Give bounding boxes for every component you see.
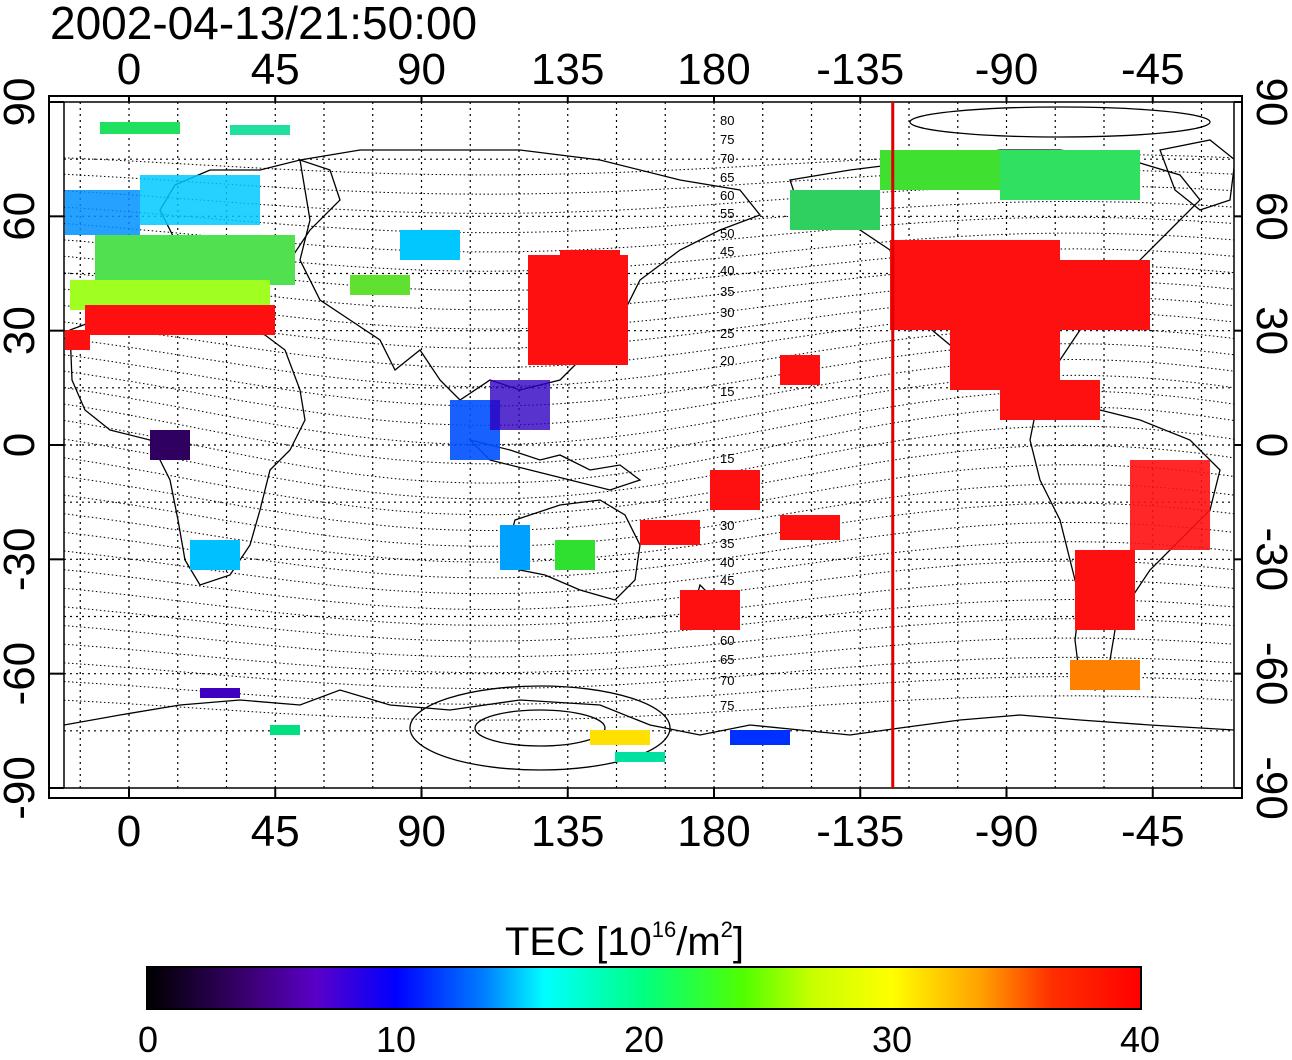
axis-tick-labels: 0 0 45 45 90 90 135 135 180 180 -135 -135 -90 -90 -45 -…	[0, 45, 1292, 856]
mlat-label: 25	[720, 326, 734, 341]
lat-label-left: 90	[0, 78, 44, 127]
mlat-label: 20	[720, 353, 734, 368]
lat-label-left: 30	[0, 306, 44, 355]
lon-label-top: 0	[117, 45, 141, 94]
timestamp-title: 2002-04-13/21:50:00	[50, 0, 478, 49]
lon-label-top: 90	[397, 45, 446, 94]
mlat-label: 30	[720, 518, 734, 533]
mlat-contour	[64, 153, 1234, 176]
lat-label-right: 0	[1247, 433, 1292, 457]
mlat-label: 45	[720, 573, 734, 588]
mlat-label: 45	[720, 244, 734, 259]
mlat-label: 50	[720, 226, 734, 241]
south-pole-contour	[474, 709, 606, 747]
colorbar-title: TEC [1016/m2]	[505, 917, 745, 964]
mlat-contour	[64, 637, 1234, 674]
lat-label-right: -60	[1247, 642, 1292, 706]
lon-label-top: -90	[975, 45, 1039, 94]
lon-label-top: -45	[1121, 45, 1185, 94]
mlat-contour	[64, 695, 1234, 721]
lon-label-top: 135	[531, 45, 604, 94]
tec-data-pixels	[65, 122, 1210, 762]
mlat-contour	[64, 541, 1234, 595]
mlat-label: 15	[720, 384, 734, 399]
mlat-contour	[64, 656, 1234, 689]
lat-label-left: -60	[0, 642, 44, 706]
lat-label-right: -30	[1247, 528, 1292, 592]
mlat-contour	[64, 425, 1234, 500]
colorbar-tick-label: 0	[137, 1019, 159, 1060]
mlat-contour	[64, 216, 1234, 253]
lon-label-bottom: 0	[117, 807, 141, 856]
mlat-label: 30	[720, 305, 734, 320]
lat-label-left: 60	[0, 192, 44, 241]
mlat-label: 35	[720, 536, 734, 551]
mlat-label: 40	[720, 263, 734, 278]
mlat-contour	[64, 522, 1234, 579]
lon-label-top: -135	[816, 45, 904, 94]
lon-label-bottom: -45	[1121, 807, 1185, 856]
tec-colorbar	[146, 966, 1142, 1010]
lon-label-bottom: 45	[251, 807, 300, 856]
lat-label-right: 30	[1247, 306, 1292, 355]
colorbar-tick-label: 30	[871, 1019, 913, 1060]
lon-label-bottom: 135	[531, 807, 604, 856]
colorbar-tick-label: 10	[375, 1019, 417, 1060]
mlat-contour	[64, 579, 1234, 626]
mlat-label: 55	[720, 206, 734, 221]
colorbar-tick-label: 20	[623, 1019, 665, 1060]
lon-label-bottom: 180	[677, 807, 750, 856]
mlat-contour	[64, 343, 1234, 407]
axis-ticks	[49, 96, 1242, 798]
mlat-label: 75	[720, 698, 734, 713]
lon-label-top: 45	[251, 45, 300, 94]
mlat-label: 60	[720, 188, 734, 203]
mlat-label: 15	[720, 451, 734, 466]
lon-label-top: 180	[677, 45, 750, 94]
mlat-contour	[64, 676, 1234, 705]
mlat-label: 65	[720, 652, 734, 667]
mlat-label: 65	[720, 170, 734, 185]
lat-label-left: 0	[0, 433, 44, 457]
south-pole-contour	[409, 685, 671, 771]
lat-label-right: 90	[1247, 78, 1292, 127]
north-pole-contour	[909, 106, 1211, 138]
mlat-label: 70	[720, 673, 734, 688]
lat-label-left: -90	[0, 756, 44, 820]
mlat-contour	[64, 598, 1234, 642]
mlat-label: 70	[720, 151, 734, 166]
tec-map: 8075706560555045403530252015152025303540…	[0, 45, 1292, 856]
lon-label-bottom: -135	[816, 807, 904, 856]
mlat-contour	[64, 560, 1234, 611]
mlat-label: 80	[720, 113, 734, 128]
lat-label-right: 60	[1247, 192, 1292, 241]
mlat-contour	[64, 502, 1234, 563]
mlat-contour	[64, 444, 1234, 516]
mlat-label: 60	[720, 633, 734, 648]
lat-label-right: -90	[1247, 756, 1292, 820]
lon-label-bottom: -90	[975, 807, 1039, 856]
mlat-label: 35	[720, 284, 734, 299]
mlat-contour	[64, 327, 1234, 388]
mlat-label: 75	[720, 132, 734, 147]
lon-label-bottom: 90	[397, 807, 446, 856]
mlat-label: 40	[720, 555, 734, 570]
colorbar-tick-label: 40	[1119, 1019, 1161, 1060]
mlat-contour	[64, 201, 1234, 234]
lat-label-left: -30	[0, 528, 44, 592]
